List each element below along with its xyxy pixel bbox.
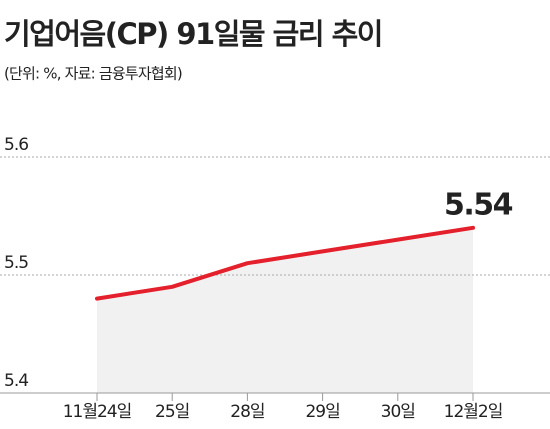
x-tick-label: 25일 xyxy=(155,402,189,422)
x-tick-label: 28일 xyxy=(230,402,264,422)
area xyxy=(97,227,473,393)
y-tick-label: 5.6 xyxy=(4,135,28,155)
line xyxy=(95,225,475,301)
y-tick-label: 5.5 xyxy=(4,253,28,273)
data-label: 5.54 xyxy=(444,187,513,222)
chart-subtitle: (단위: %, 자료: 금융투자협회) xyxy=(4,65,182,83)
x-tick-label: 11월24일 xyxy=(63,402,132,422)
y-tick-label: 5.4 xyxy=(4,371,28,391)
x-tick-label: 12월2일 xyxy=(444,402,503,422)
x-tick-label: 29일 xyxy=(305,402,339,422)
x-tick-label: 30일 xyxy=(381,402,415,422)
chart-title: 기업어음(CP) 91일물 금리 추이 xyxy=(4,17,382,51)
